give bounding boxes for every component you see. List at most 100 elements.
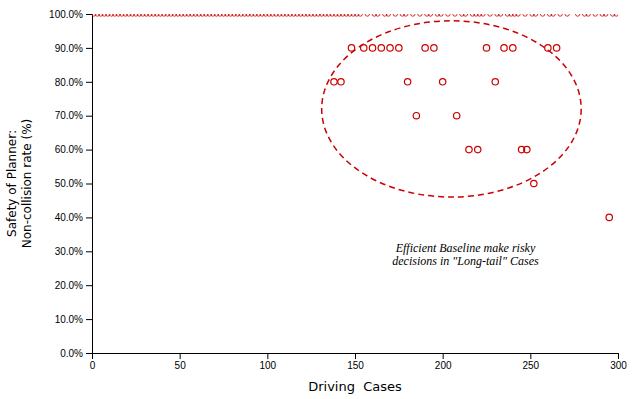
point: [492, 79, 498, 85]
point: [418, 14, 422, 16]
point: [475, 146, 481, 152]
y-axis: 0.0% 10.0% 20.0% 30.0% 40.0% 50.0% 60.0% 70.0% 8…: [49, 9, 92, 359]
tick-mark: [86, 48, 92, 49]
point: [453, 113, 459, 119]
tick-label: 50: [175, 360, 187, 371]
point: [404, 79, 410, 85]
point: [483, 45, 489, 51]
point: [365, 14, 369, 16]
tick: 200: [435, 353, 452, 371]
point: [558, 14, 562, 16]
axis-line: [86, 15, 93, 354]
tick-mark: [86, 184, 92, 185]
point: [439, 14, 443, 16]
point: [376, 14, 380, 16]
point: [446, 14, 450, 16]
tick-label: 40.0%: [55, 212, 83, 223]
tick: 40.0%: [55, 212, 92, 223]
point: [387, 45, 393, 51]
series: [92, 14, 618, 16]
point: [463, 14, 467, 16]
point: [575, 14, 579, 16]
tick-label: 50.0%: [55, 178, 83, 189]
tick-mark: [86, 319, 92, 320]
tick-label: 0.0%: [60, 348, 83, 359]
tick-mark: [267, 353, 268, 359]
tick-label: 100: [259, 360, 276, 371]
series: [331, 45, 613, 221]
point: [586, 14, 590, 16]
point: [523, 14, 527, 16]
tick-mark: [180, 353, 181, 359]
tick-label: 200: [435, 360, 452, 371]
tick: 20.0%: [55, 280, 92, 291]
tick: 90.0%: [55, 43, 92, 54]
point: [593, 14, 597, 16]
tick-label: 0: [90, 360, 96, 371]
point: [524, 146, 530, 152]
tick-mark: [86, 353, 92, 354]
tick: 0: [90, 353, 96, 371]
point: [393, 14, 397, 16]
tick-mark: [86, 116, 92, 117]
tick-mark: [86, 285, 92, 286]
tick: 50.0%: [55, 178, 92, 189]
tick-mark: [355, 353, 356, 359]
point: [413, 113, 419, 119]
tick-label: 90.0%: [55, 43, 83, 54]
point: [338, 79, 344, 85]
point: [501, 45, 507, 51]
tick-label: 150: [347, 360, 364, 371]
tick-label: 60.0%: [55, 144, 83, 155]
tick-mark: [86, 82, 92, 83]
chart: 0 50 100 150 200 250 300 0.0% 10.0% 20.0% 30.0% 40.…: [0, 0, 640, 399]
point: [439, 79, 445, 85]
point: [422, 45, 428, 51]
tick: 300: [610, 353, 627, 371]
tick-label: 80.0%: [55, 77, 83, 88]
point: [606, 214, 612, 220]
tick-label: 10.0%: [55, 314, 83, 325]
tick-label: 100.0%: [49, 9, 83, 20]
tick: 70.0%: [55, 110, 92, 121]
point: [386, 14, 390, 16]
point: [331, 79, 337, 85]
x-axis: 0 50 100 150 200 250 300: [90, 353, 628, 371]
point: [565, 14, 569, 16]
point: [553, 45, 559, 51]
tick: 0.0%: [60, 348, 92, 359]
tick-label: 300: [610, 360, 627, 371]
point: [533, 14, 537, 16]
point: [466, 146, 472, 152]
point: [431, 45, 437, 51]
point: [453, 14, 457, 16]
tick: 60.0%: [55, 144, 92, 155]
tick: 30.0%: [55, 246, 92, 257]
data-area: [92, 14, 618, 221]
tick-mark: [86, 14, 92, 15]
tick: 100.0%: [49, 9, 92, 20]
point: [604, 14, 608, 16]
annotation: Efficient Baseline make riskydecisions i…: [392, 241, 539, 268]
point: [551, 14, 555, 16]
point: [428, 14, 432, 16]
point: [411, 14, 415, 16]
point: [404, 14, 408, 16]
tick-mark: [530, 353, 531, 359]
tick: 80.0%: [55, 77, 92, 88]
x-axis-label: Driving Cases: [308, 379, 402, 394]
point: [531, 180, 537, 186]
point: [369, 45, 375, 51]
tick-mark: [86, 251, 92, 252]
tick: 250: [522, 353, 539, 371]
y-axis-label: Safety of Planner:Non-collision rate (%): [5, 119, 34, 249]
tick-mark: [443, 353, 444, 359]
point: [516, 14, 520, 16]
point: [510, 45, 516, 51]
plot: 0 50 100 150 200 250 300 0.0% 10.0% 20.0% 30.0% 40.…: [49, 9, 627, 371]
point: [396, 45, 402, 51]
point: [481, 14, 485, 16]
point: [488, 14, 492, 16]
tick: 50: [175, 353, 187, 371]
axis-line: [93, 354, 619, 360]
